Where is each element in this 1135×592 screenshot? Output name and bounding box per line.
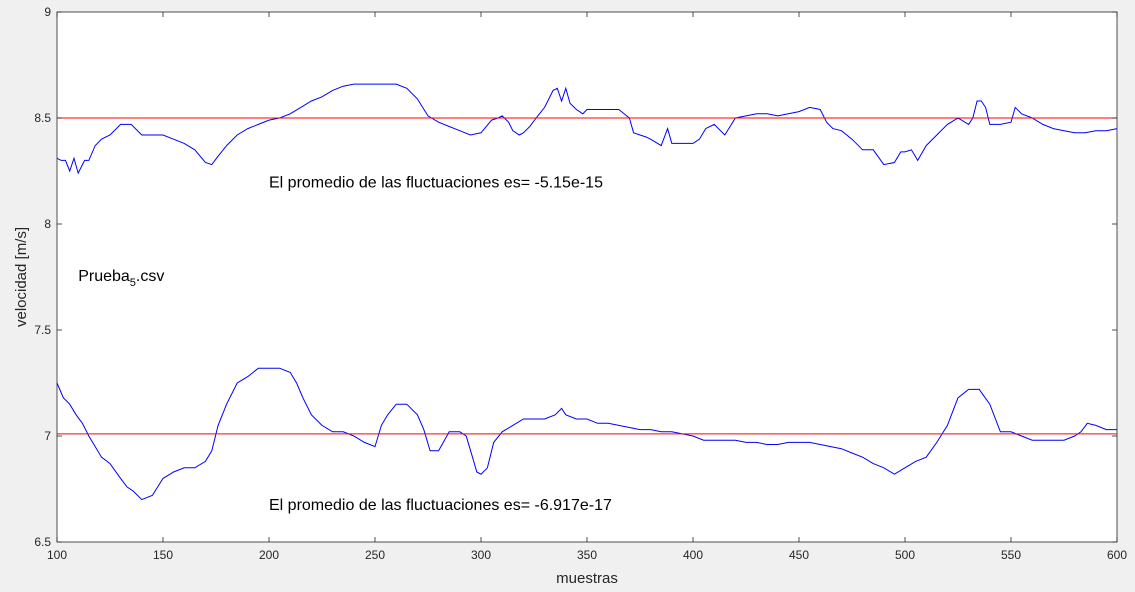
- x-tick-label: 450: [789, 548, 809, 562]
- x-tick-label: 500: [895, 548, 915, 562]
- file-label-base: Prueba: [78, 268, 130, 285]
- x-tick-label: 600: [1107, 548, 1127, 562]
- x-tick-label: 400: [683, 548, 703, 562]
- x-tick-label: 100: [47, 548, 67, 562]
- x-tick-label: 250: [365, 548, 385, 562]
- plot-area: [56, 11, 1118, 543]
- fluctuation-mean-annotation-1: El promedio de las fluctuaciones es= -5.…: [269, 175, 603, 192]
- series-line-1: [56, 83, 1118, 175]
- y-tick-label: 8: [44, 217, 51, 231]
- y-axis-label: velocidad [m/s]: [13, 227, 30, 327]
- y-tick-label: 8.5: [34, 111, 51, 125]
- x-tick-label: 200: [259, 548, 279, 562]
- x-tick-label: 300: [471, 548, 491, 562]
- file-label: Prueba5.csv: [78, 268, 164, 289]
- y-tick-label: 7: [44, 429, 51, 443]
- x-tick-label: 350: [577, 548, 597, 562]
- x-tick-label: 150: [153, 548, 173, 562]
- x-tick-label: 550: [1001, 548, 1021, 562]
- x-axis-label: muestras: [556, 570, 618, 587]
- series-line-2: [56, 367, 1117, 501]
- y-tick-label: 6.5: [34, 535, 51, 549]
- fluctuation-mean-annotation-2: El promedio de las fluctuaciones es= -6.…: [269, 497, 612, 514]
- file-label-suffix: .csv: [136, 268, 164, 285]
- y-tick-label: 9: [44, 5, 51, 19]
- y-tick-label: 7.5: [34, 323, 51, 337]
- file-label-subscript: 5: [130, 277, 136, 289]
